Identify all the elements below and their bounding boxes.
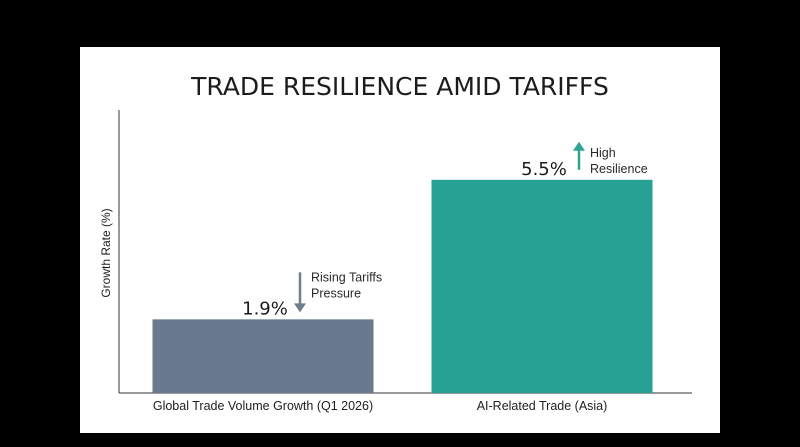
chart-title: TRADE RESILIENCE AMID TARIFFS xyxy=(190,72,609,101)
annotation-text: Pressure xyxy=(311,286,361,300)
data-label: 5.5% xyxy=(521,159,567,180)
bar xyxy=(431,179,653,393)
annotation-text: Resilience xyxy=(590,162,648,176)
annotation: High Resilience xyxy=(573,141,648,176)
x-tick-label: Global Trade Volume Growth (Q1 2026) xyxy=(153,399,373,413)
annotation-text: Rising Tariffs xyxy=(311,270,382,284)
annotation-text: High xyxy=(590,146,616,160)
arrow-down-icon xyxy=(294,303,306,313)
data-label: 1.9% xyxy=(242,298,288,319)
arrow-up-icon xyxy=(573,141,585,151)
y-axis-label: Growth Rate (%) xyxy=(99,208,113,297)
x-tick-label: AI-Related Trade (Asia) xyxy=(477,399,608,413)
annotation: Rising Tariffs Pressure xyxy=(294,270,382,313)
bar xyxy=(152,319,374,393)
bars-layer: Global Trade Volume Growth (Q1 2026) 1.9%… xyxy=(152,141,653,413)
